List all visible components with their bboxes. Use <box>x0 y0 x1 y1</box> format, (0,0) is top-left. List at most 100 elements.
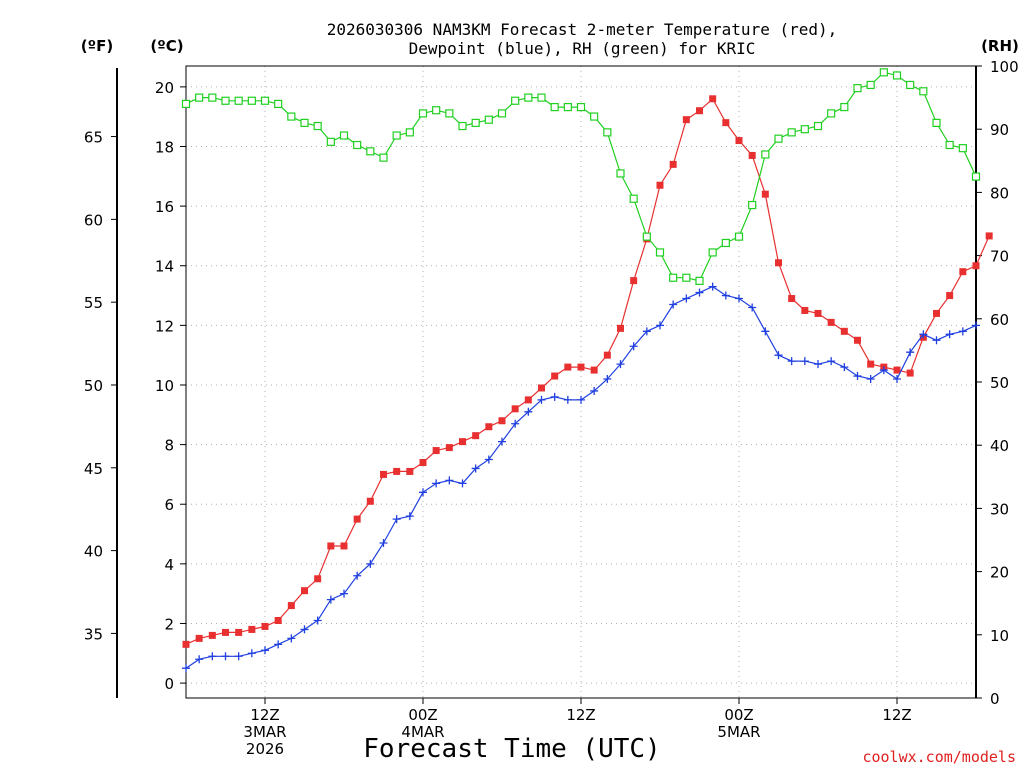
dewpoint-point <box>642 327 651 336</box>
temperature-point <box>432 447 440 455</box>
rh-point <box>537 93 546 102</box>
rh-point <box>445 109 454 118</box>
dewpoint-point <box>787 357 796 366</box>
celsius-tick-label: 16 <box>155 198 174 216</box>
dewpoint-point <box>313 616 322 625</box>
temperature-point <box>511 405 519 413</box>
temperature-point <box>419 458 427 466</box>
temperature-point <box>301 587 308 595</box>
fahrenheit-tick-label: 50 <box>84 377 103 395</box>
dewpoint-point <box>445 476 454 485</box>
rh-point <box>563 102 572 112</box>
rh-unit-label: (RH) <box>981 37 1019 55</box>
temperature-point <box>314 575 322 583</box>
temperature-point <box>538 384 545 392</box>
dewpoint-point <box>603 375 612 384</box>
dewpoint-point <box>748 303 757 312</box>
rh-point <box>971 172 981 181</box>
rh-point <box>787 128 796 137</box>
rh-tick-label: 100 <box>990 58 1019 76</box>
dewpoint-point <box>761 327 770 336</box>
dewpoint-point <box>471 464 480 473</box>
rh-point <box>208 93 217 102</box>
temperature-point <box>788 295 796 303</box>
rh-point <box>339 131 349 140</box>
temperature-point <box>801 306 809 314</box>
rh-point <box>418 109 428 118</box>
dewpoint-point <box>195 655 204 664</box>
temperature-point <box>814 309 822 317</box>
time-tick-label: 3MAR <box>243 723 286 741</box>
temperature-point <box>366 497 374 505</box>
temperature-point <box>669 160 677 168</box>
rh-point <box>695 276 704 285</box>
rh-point <box>932 118 941 127</box>
rh-point <box>919 87 928 96</box>
rh-point <box>669 273 678 282</box>
chart-title: 2026030306 NAM3KM Forecast 2-meter Tempe… <box>327 20 838 58</box>
rh-axis: 0 10 20 30 40 50 60 70 80 90 100 <box>976 58 1019 708</box>
dewpoint-point <box>340 589 348 598</box>
temperature-point <box>195 634 203 642</box>
temperature-point <box>735 137 743 145</box>
rh-point <box>392 131 401 140</box>
celsius-tick-label: 0 <box>164 675 174 693</box>
dewpoint-line <box>185 285 977 669</box>
temperature-point <box>353 515 361 523</box>
dewpoint-point <box>550 392 559 401</box>
fahrenheit-tick-label: 60 <box>84 211 103 229</box>
temperature-point <box>985 232 993 240</box>
dewpoint-point <box>735 294 743 303</box>
dewpoint-point <box>827 357 836 366</box>
rh-tick-label: 30 <box>990 500 1009 518</box>
dewpoint-point <box>893 375 901 384</box>
dewpoint-point <box>432 479 441 488</box>
rh-point <box>432 106 441 115</box>
rh-point <box>892 71 902 80</box>
rh-tick-label: 10 <box>990 627 1009 645</box>
temperature-point <box>472 432 480 440</box>
celsius-tick-label: 20 <box>155 79 174 97</box>
time-tick-label: 12Z <box>882 706 911 724</box>
temperature-point <box>248 625 256 633</box>
temperature-point <box>854 336 861 344</box>
time-tick-label: 12Z <box>250 706 279 724</box>
dewpoint-point <box>840 363 849 372</box>
fahrenheit-tick-label: 65 <box>84 129 103 147</box>
temperature-point <box>867 360 875 368</box>
rh-tick-label: 70 <box>990 248 1009 266</box>
rh-point <box>366 147 375 156</box>
temperature-point <box>459 438 466 446</box>
2-meter-temperature-line <box>185 97 990 645</box>
rh-point <box>603 128 612 137</box>
dewpoint-point <box>287 634 296 643</box>
dewpoint-point <box>379 538 388 547</box>
celsius-tick-label: 8 <box>164 437 174 455</box>
temperature-point <box>630 277 638 285</box>
rh-point <box>827 109 836 118</box>
temperature-point <box>682 116 690 124</box>
rh-point <box>800 125 809 134</box>
temperature-point <box>906 369 914 377</box>
temperature-point <box>827 318 835 326</box>
rh-point <box>761 150 770 159</box>
rh-point <box>484 115 493 124</box>
rh-point <box>497 109 507 118</box>
rh-point <box>287 112 296 121</box>
dewpoint-point <box>577 395 585 404</box>
dewpoint-point <box>972 321 980 330</box>
temperature-point <box>498 417 506 425</box>
rh-point <box>748 200 757 210</box>
rh-point <box>313 121 322 131</box>
dewpoint-point <box>866 375 875 384</box>
temperature-point <box>564 363 572 371</box>
temperature-point <box>287 602 295 610</box>
dewpoint-point <box>682 294 691 303</box>
temperature-point <box>709 95 717 103</box>
dewpoint-point <box>919 330 928 339</box>
temperature-point <box>617 324 624 332</box>
rh-point <box>945 140 954 150</box>
dewpoint-point <box>590 386 599 395</box>
rh-point <box>774 134 783 143</box>
